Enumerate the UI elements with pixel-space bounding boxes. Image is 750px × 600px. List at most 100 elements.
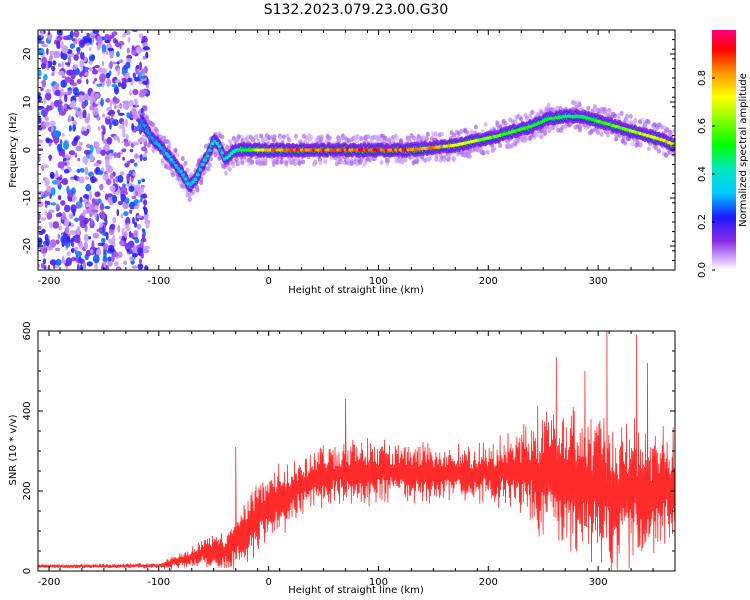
halo-cell <box>346 138 351 144</box>
noise-cell <box>82 130 88 136</box>
noise-cell <box>46 105 53 111</box>
noise-cell <box>135 46 143 54</box>
noise-cell <box>38 263 41 269</box>
halo-cell <box>224 170 228 176</box>
noise-cell <box>114 261 119 267</box>
noise-cell <box>80 51 83 60</box>
noise-cell <box>78 258 85 265</box>
x-tick-label: 300 <box>589 276 608 287</box>
noise-cell <box>118 82 122 87</box>
noise-cell <box>82 156 89 164</box>
noise-cell <box>49 259 57 266</box>
halo-cell <box>167 141 172 147</box>
noise-cell <box>89 67 93 72</box>
halo-cell <box>301 159 306 165</box>
y-tick-label: 10 <box>22 96 33 109</box>
noise-cell <box>43 121 50 127</box>
noise-cell <box>85 203 90 208</box>
noise-cell <box>44 210 48 216</box>
noise-cell <box>43 97 46 105</box>
noise-cell <box>126 47 130 54</box>
halo-cell <box>619 110 624 116</box>
snr-y-label: SNR (10 * v/v) <box>8 414 19 485</box>
noise-cell <box>84 166 89 176</box>
noise-cell <box>88 47 92 52</box>
noise-cell <box>106 136 113 145</box>
noise-cell <box>76 51 81 55</box>
noise-cell <box>132 114 139 120</box>
noise-cell <box>89 105 95 111</box>
noise-cell <box>136 223 142 230</box>
colorbar-tick-label: 0.6 <box>697 118 708 134</box>
halo-cell <box>546 102 551 108</box>
chart-title: S132.2023.079.23.00.G30 <box>264 2 449 18</box>
noise-cell <box>105 98 111 103</box>
halo-cell <box>359 136 364 142</box>
noise-cell <box>93 162 100 167</box>
noise-cell <box>131 49 137 56</box>
noise-cell <box>134 205 139 210</box>
halo-cell <box>259 133 264 139</box>
noise-cell <box>85 176 89 181</box>
noise-cell <box>129 209 133 214</box>
noise-cell <box>142 56 146 60</box>
halo-cell <box>442 157 447 163</box>
halo-cell <box>440 131 444 137</box>
noise-cell <box>104 205 111 210</box>
noise-cell <box>123 260 127 265</box>
noise-cell <box>78 141 83 147</box>
noise-cell <box>56 143 63 152</box>
noise-cell <box>83 233 89 243</box>
noise-cell <box>133 162 138 167</box>
halo-cell <box>240 160 245 166</box>
noise-cell <box>86 261 94 267</box>
noise-cell <box>85 183 92 192</box>
noise-cell <box>118 235 123 240</box>
noise-cell <box>61 61 65 70</box>
noise-cell <box>56 179 61 186</box>
noise-cell <box>60 40 64 50</box>
noise-cell <box>60 235 66 244</box>
noise-cell <box>70 71 76 80</box>
noise-cell <box>105 159 110 167</box>
halo-cell <box>480 129 485 135</box>
noise-cell <box>70 176 75 180</box>
halo-cell <box>281 134 286 140</box>
noise-cell <box>117 267 120 270</box>
noise-cell <box>92 232 100 239</box>
noise-cell <box>49 120 56 126</box>
noise-cell <box>97 125 101 131</box>
noise-cell <box>134 198 139 206</box>
noise-cell <box>88 55 95 62</box>
halo-cell <box>433 131 438 137</box>
halo-cell <box>147 142 151 148</box>
halo-cell <box>284 160 289 166</box>
noise-cell <box>65 62 71 66</box>
noise-cell <box>49 221 53 229</box>
halo-cell <box>459 128 464 134</box>
noise-cell <box>109 173 114 180</box>
ridge-core <box>157 144 161 148</box>
halo-cell <box>646 146 651 152</box>
halo-cell <box>379 159 384 165</box>
noise-cell <box>63 104 67 110</box>
noise-cell <box>133 76 140 82</box>
noise-cell <box>99 183 104 191</box>
colorbar-tick-label: 0.4 <box>697 166 708 182</box>
noise-cell <box>118 125 125 129</box>
noise-cell <box>96 45 101 51</box>
noise-cell <box>129 158 135 164</box>
noise-cell <box>42 164 50 169</box>
noise-cell <box>41 56 48 64</box>
halo-cell <box>551 124 556 130</box>
ridge-core <box>167 154 171 158</box>
halo-cell <box>481 150 486 156</box>
ridge-core <box>176 166 181 171</box>
noise-cell <box>63 94 68 103</box>
x-tick-label: -200 <box>38 577 61 588</box>
noise-cell <box>116 152 121 159</box>
noise-cell <box>44 178 50 187</box>
noise-cell <box>144 265 149 270</box>
noise-cell <box>47 32 53 41</box>
noise-cell <box>92 80 96 85</box>
